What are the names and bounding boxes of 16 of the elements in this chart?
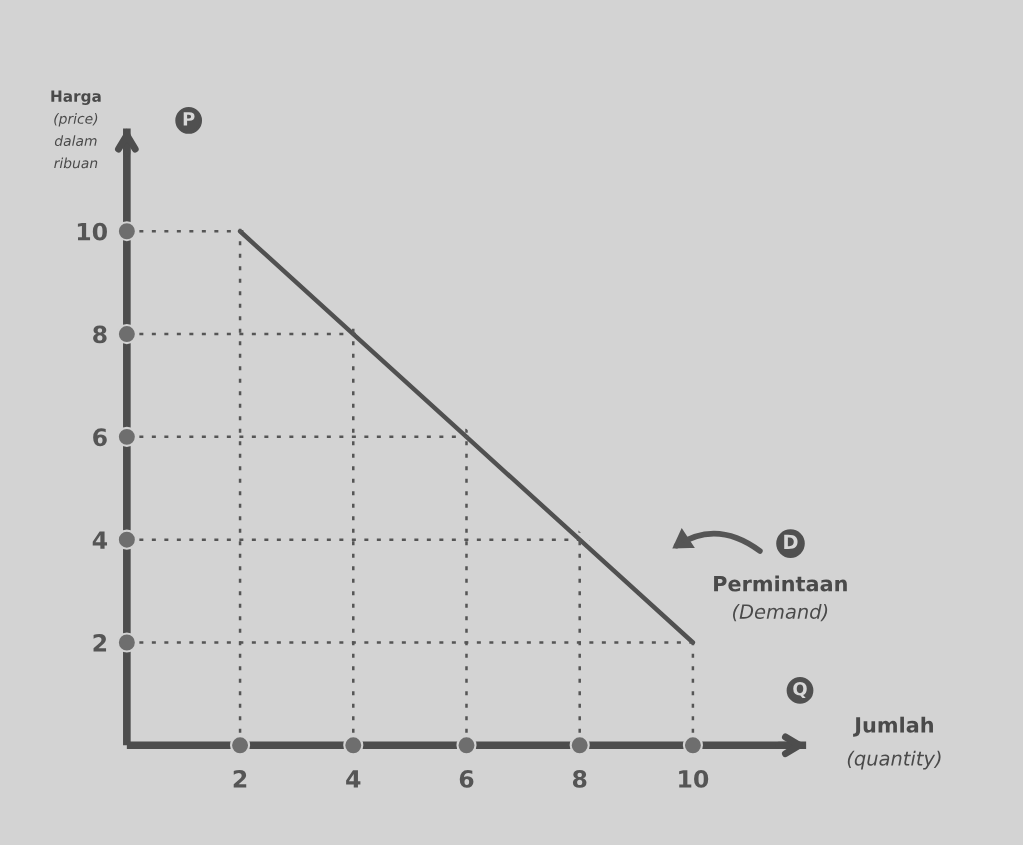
x-tick-label: 8 <box>572 770 587 788</box>
y-axis-title: Harga (price) dalam ribuan <box>51 90 101 169</box>
y-tick-label: 2 <box>93 633 107 652</box>
text: P <box>183 112 195 126</box>
annotation: Q <box>793 681 807 699</box>
x-tick-label: 2 <box>233 770 247 788</box>
x-axis-title: Jumlah (quantity) <box>847 716 941 770</box>
x-tick-label: 4 <box>346 770 361 788</box>
y-tick-label: 8 <box>93 325 107 344</box>
annotation: Permintaan (Demand) <box>714 575 847 622</box>
y-tick-label: 4 <box>92 531 108 549</box>
x-tick-label: 10 <box>679 770 709 788</box>
x-tick-label: 6 <box>459 770 474 788</box>
y-tick-label: 10 <box>77 222 107 241</box>
y-tick-label: 6 <box>93 428 107 447</box>
annotation: D <box>784 534 798 549</box>
